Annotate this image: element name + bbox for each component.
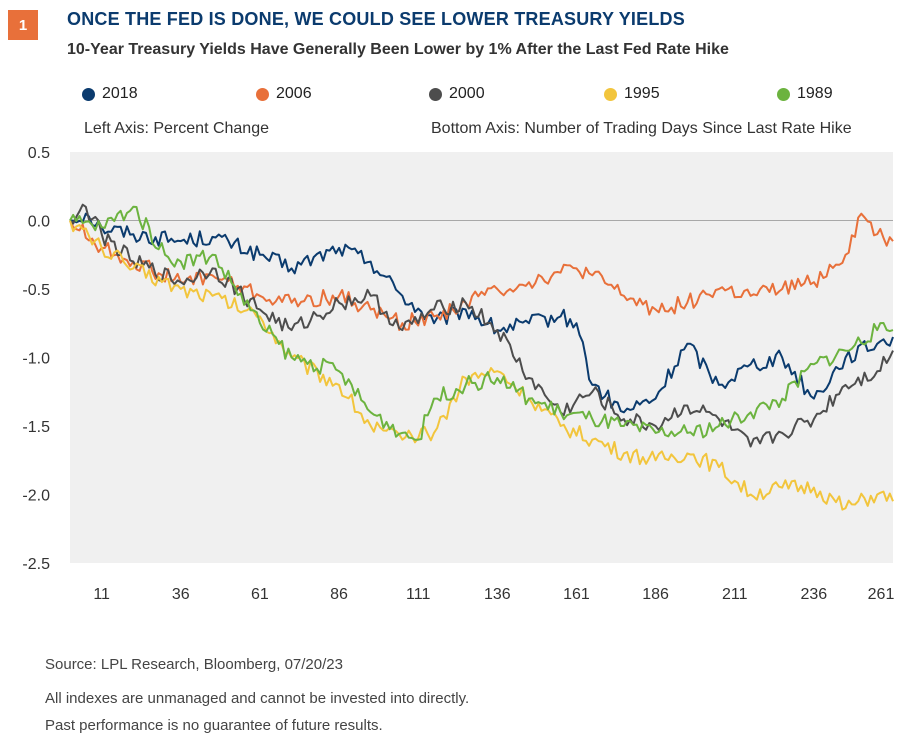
disclaimer-1: All indexes are unmanaged and cannot be …: [45, 690, 470, 707]
disclaimer-2: Past performance is no guarantee of futu…: [45, 717, 383, 734]
legend-item-2006: 2006: [256, 85, 312, 103]
legend-item-2018: 2018: [82, 85, 138, 103]
x-tick-label: 61: [251, 586, 269, 603]
series-line-2000: [69, 203, 894, 448]
legend-swatch-1995: [604, 87, 617, 101]
legend-label-1995: 1995: [624, 85, 660, 102]
x-tick-label: 136: [484, 586, 511, 603]
legend-label-2000: 2000: [449, 85, 485, 102]
series-line-1989: [69, 205, 894, 441]
legend-item-1995: 1995: [604, 85, 660, 103]
y-tick-label: 0.0: [28, 214, 50, 231]
legend-swatch-2006: [256, 87, 269, 101]
series-line-2006: [69, 212, 894, 331]
source-note: Source: LPL Research, Bloomberg, 07/20/2…: [45, 656, 343, 673]
y-tick-label: -2.5: [22, 556, 50, 573]
left-axis-note: Left Axis: Percent Change: [84, 120, 269, 137]
x-tick-label: 211: [722, 586, 748, 603]
x-tick-label: 161: [563, 586, 590, 603]
chart-subtitle: 10-Year Treasury Yields Have Generally B…: [67, 41, 729, 58]
legend-item-1989: 1989: [777, 85, 833, 103]
chart-title: ONCE THE FED IS DONE, WE COULD SEE LOWER…: [67, 9, 685, 29]
legend-label-1989: 1989: [797, 85, 833, 102]
y-tick-label: -1.0: [22, 351, 50, 368]
x-tick-label: 186: [642, 586, 669, 603]
series-line-1995: [69, 220, 894, 511]
legend: 2018 2006 2000 1995 1989: [0, 85, 907, 107]
x-tick-label: 36: [172, 586, 190, 603]
bottom-axis-note: Bottom Axis: Number of Trading Days Sinc…: [431, 120, 852, 137]
x-tick-label: 11: [93, 586, 110, 603]
legend-label-2006: 2006: [276, 85, 312, 102]
legend-swatch-1989: [777, 87, 790, 101]
y-tick-label: -2.0: [22, 488, 50, 505]
legend-swatch-2018: [82, 87, 95, 101]
legend-swatch-2000: [429, 87, 442, 101]
line-chart: 0.5 0.0 -0.5 -1.0 -1.5 -2.0 -2.5 11 36 61 86 111 13…: [22, 145, 894, 603]
series-lines: [69, 203, 894, 511]
figure-number-badge: 1: [8, 10, 38, 40]
legend-label-2018: 2018: [102, 85, 138, 102]
x-tick-label: 261: [868, 586, 895, 603]
x-axis-ticks: 11 36 61 86 111 136 161 186 211 236 261: [93, 586, 894, 603]
x-tick-label: 111: [406, 586, 430, 603]
y-tick-label: -0.5: [22, 282, 50, 299]
legend-item-2000: 2000: [429, 85, 485, 103]
y-tick-label: 0.5: [28, 145, 50, 162]
x-tick-label: 236: [801, 586, 828, 603]
y-tick-label: -1.5: [22, 419, 50, 436]
series-line-2018: [69, 212, 894, 414]
y-axis-ticks: 0.5 0.0 -0.5 -1.0 -1.5 -2.0 -2.5: [22, 145, 50, 573]
x-tick-label: 86: [330, 586, 348, 603]
